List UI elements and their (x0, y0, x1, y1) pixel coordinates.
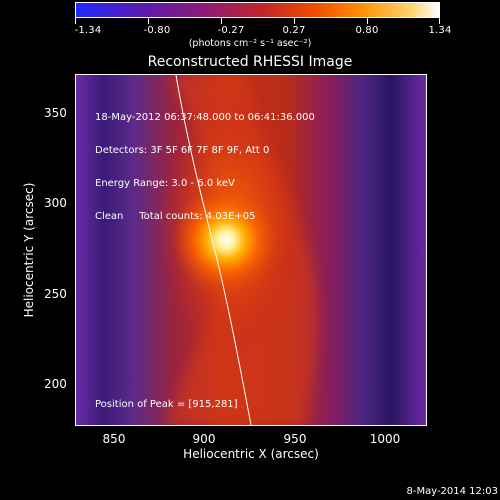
colorbar-units: (photons cm⁻² s⁻¹ asec⁻²) (188, 38, 312, 49)
colorbar-tick-label: 1.34 (428, 25, 452, 36)
colorbar-tick-label: -0.80 (143, 25, 171, 36)
x-axis-label: Heliocentric X (arcsec) (183, 447, 319, 461)
timestamp: 8-May-2014 12:03 (406, 486, 498, 497)
info-energy-range: Energy Range: 3.0 - 6.0 keV (95, 178, 235, 189)
observation-info: 18-May-2012 06:37:48.000 to 06:41:36.000… (95, 90, 315, 233)
info-counts: Clean Total counts: 4.03E+05 (95, 211, 256, 222)
colorbar-tick (439, 18, 440, 24)
colorbar-tick (75, 18, 76, 24)
y-tick-label: 200 (44, 377, 67, 391)
colorbar-tick (294, 18, 295, 24)
image-title: Reconstructed RHESSI Image (147, 54, 353, 70)
colorbar-tick (148, 18, 149, 24)
peak-position-label: Position of Peak = [915,281] (95, 399, 238, 410)
colorbar (75, 2, 440, 18)
colorbar-tick-label: 0.80 (355, 25, 379, 36)
solar-image-plot[interactable] (75, 74, 427, 426)
colorbar-tick (367, 18, 368, 24)
info-time-range: 18-May-2012 06:37:48.000 to 06:41:36.000 (95, 112, 315, 123)
x-tick-label: 1000 (369, 432, 401, 446)
colorbar-tick-label: -0.27 (217, 25, 245, 36)
y-tick-label: 350 (44, 106, 67, 120)
x-tick-label: 850 (102, 432, 126, 446)
colorbar-tick-label: 0.27 (282, 25, 306, 36)
x-tick-label: 900 (192, 432, 216, 446)
solar-image-canvas (76, 75, 426, 425)
y-axis-label: Heliocentric Y (arcsec) (22, 182, 36, 318)
y-tick-label: 300 (44, 196, 67, 210)
y-tick-label: 250 (44, 287, 67, 301)
x-tick-label: 950 (283, 432, 307, 446)
info-detectors: Detectors: 3F 5F 6F 7F 8F 9F, Att 0 (95, 145, 270, 156)
colorbar-tick (221, 18, 222, 24)
colorbar-tick-label: -1.34 (74, 25, 102, 36)
solar-limb-line (175, 75, 252, 425)
